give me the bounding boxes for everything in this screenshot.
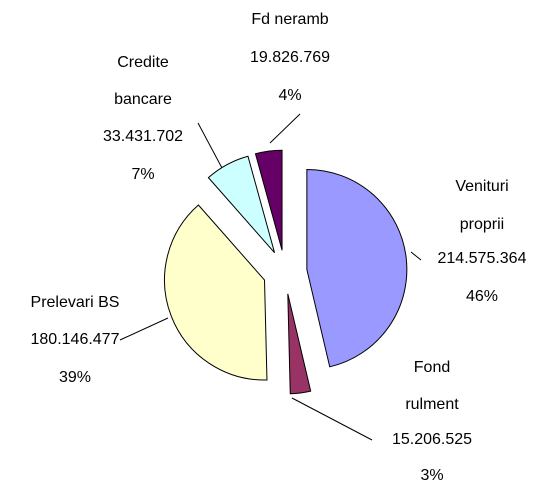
leader-line (119, 317, 169, 341)
value-label: 33.431.702 (103, 128, 183, 145)
pie-slice (207, 155, 276, 253)
percent-label: 46% (466, 288, 498, 305)
slice-label: proprii (460, 216, 504, 233)
percent-label: 7% (131, 166, 154, 183)
leader-line (410, 251, 422, 261)
slice-label: Venituri (455, 178, 508, 195)
leader-line (291, 397, 373, 441)
slice-label: Fond (414, 359, 450, 376)
value-label: 15.206.525 (392, 431, 472, 448)
slice-label: bancare (114, 91, 172, 108)
slice-label: rulment (405, 396, 459, 413)
slice-label: Credite (117, 54, 169, 71)
pie-slice (306, 168, 408, 368)
slice-label: Prelevari BS (31, 294, 120, 311)
pie-slice (254, 149, 283, 251)
percent-label: 4% (278, 87, 301, 104)
slice-label: Fd neramb (251, 11, 328, 28)
value-label: 214.575.364 (438, 250, 527, 267)
percent-label: 3% (420, 467, 443, 484)
value-label: 19.826.769 (250, 49, 330, 66)
value-label: 180.146.477 (31, 331, 120, 348)
pie-slice (287, 293, 312, 395)
pie-slice (164, 204, 268, 381)
percent-label: 39% (59, 369, 91, 386)
leader-line (197, 122, 223, 169)
leader-line (269, 113, 301, 144)
